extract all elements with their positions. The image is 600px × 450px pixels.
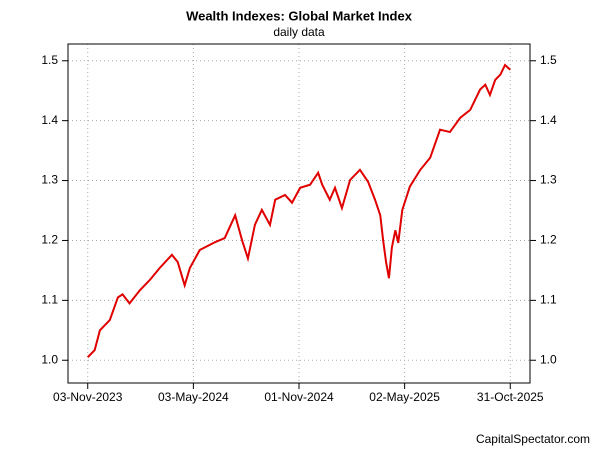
y2-tick-label: 1.1 — [540, 293, 557, 307]
y-tick-label: 1.2 — [41, 233, 58, 247]
chart-subtitle: daily data — [273, 25, 325, 39]
y2-tick-label: 1.2 — [540, 233, 557, 247]
line-series — [87, 63, 511, 358]
x-tick-label: 03-May-2024 — [158, 390, 229, 404]
y2-tick-label: 1.0 — [540, 352, 557, 366]
x-tick-label: 01-Nov-2024 — [264, 390, 334, 404]
x-tick-label: 31-Oct-2025 — [477, 390, 544, 404]
x-tick-label: 03-Nov-2023 — [53, 390, 123, 404]
x-tick-label: 02-May-2025 — [369, 390, 440, 404]
y-tick-label: 1.4 — [41, 113, 58, 127]
source: CapitalSpectator.com — [476, 432, 590, 446]
y-tick-label: 1.5 — [41, 53, 58, 67]
y2-tick-label: 1.4 — [540, 113, 557, 127]
y-tick-label: 1.3 — [41, 173, 58, 187]
y2-tick-label: 1.5 — [540, 53, 557, 67]
y-tick-label: 1.0 — [41, 352, 58, 366]
y2-tick-label: 1.3 — [540, 173, 557, 187]
chart-title: Wealth Indexes: Global Market Index — [186, 8, 413, 23]
y-tick-label: 1.1 — [41, 293, 58, 307]
plot-frame — [67, 43, 531, 384]
